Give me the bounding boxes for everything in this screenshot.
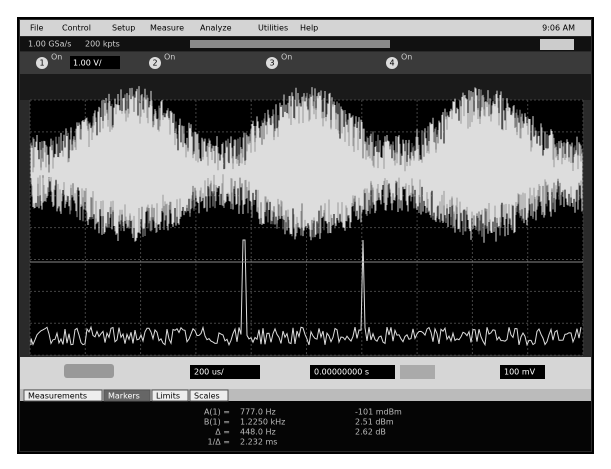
sample-rate: 1.00 GSa/s [28,40,71,49]
channel-state: On [164,53,175,62]
memory-depth: 200 kpts [85,40,120,49]
channel-number: 2 [152,59,157,68]
channel-state: On [51,53,62,62]
marker-readout: 1/Δ = [207,438,230,447]
marker-readout: 2.51 dBm [355,418,394,427]
ch1-scale: 1.00 V/ [73,59,102,68]
timebase-scale: 200 us/ [194,368,224,377]
tab-label[interactable]: Limits [156,392,180,401]
timebase-position: 0.00000000 s [314,368,369,377]
toolbar-icons[interactable] [540,39,574,50]
menu-item[interactable]: Help [300,24,318,33]
channel-number: 1 [39,59,44,68]
marker-readout: 448.0 Hz [240,428,276,437]
marker-readout: -101 mdBm [355,408,402,417]
channel-number: 3 [269,59,274,68]
run-buttons[interactable] [64,364,114,378]
tab-label[interactable]: Scales [194,392,220,401]
channel-state: On [281,53,292,62]
channel-number: 4 [389,59,394,68]
marker-panel [20,401,591,451]
trigger-level: 100 mV [504,368,536,377]
menu-item[interactable]: Analyze [200,24,232,33]
marker-readout: 2.232 ms [240,438,277,447]
marker-readout: 1.2250 kHz [240,418,285,427]
screen: File Control Setup Measure Analyze Utilities H… [0,0,611,469]
marker-readout: Δ = [215,428,230,437]
clock: 9:06 AM [542,24,575,33]
menu-item[interactable]: Control [62,24,91,33]
channel-state: On [401,53,412,62]
marker-readout: A(1) = [204,408,230,417]
marker-readout: B(1) = [204,418,230,427]
marker-readout: 2.62 dB [355,428,386,437]
menu-item[interactable]: Utilities [258,24,288,33]
menu-item[interactable]: File [30,24,43,33]
tab-label[interactable]: Markers [108,392,140,401]
trace-header [20,74,591,100]
menu-item[interactable]: Setup [112,24,135,33]
menu-item[interactable]: Measure [150,24,184,33]
position-arrows[interactable] [400,365,435,379]
marker-readout: 777.0 Hz [240,408,276,417]
tab-label[interactable]: Measurements [28,392,87,401]
memory-bar [190,40,390,48]
